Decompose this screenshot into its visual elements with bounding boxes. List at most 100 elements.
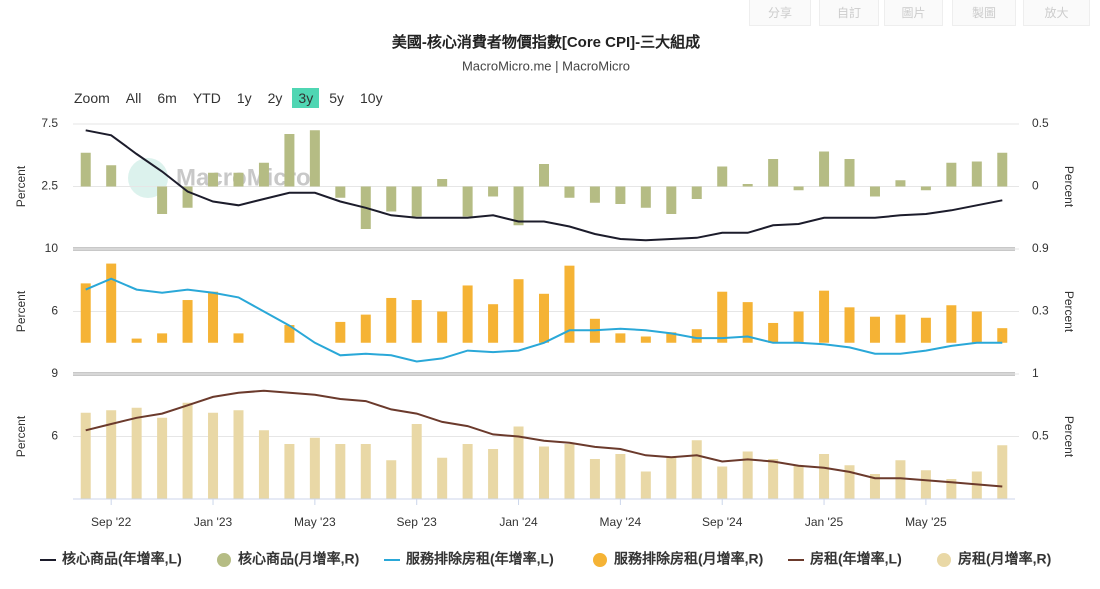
- bar: [691, 440, 702, 499]
- zoom-button[interactable]: 3y: [292, 88, 320, 108]
- bar: [360, 444, 371, 499]
- zoom-button[interactable]: 2y: [267, 90, 283, 106]
- bar: [895, 180, 906, 187]
- bar: [717, 291, 728, 343]
- bar: [539, 446, 549, 499]
- bar: [539, 164, 549, 187]
- zoom-button[interactable]: 1y: [236, 90, 252, 106]
- legend-symbol: [217, 553, 231, 567]
- y-tick-label: 7.5: [41, 116, 58, 130]
- bar: [284, 444, 295, 499]
- legend-item[interactable]: 房租(年增率,L): [788, 551, 902, 567]
- x-tick-label: Sep '22: [91, 515, 132, 529]
- toolbar-button[interactable]: 圖片: [884, 0, 943, 26]
- bar: [386, 186, 397, 212]
- bar: [793, 186, 804, 191]
- bar: [106, 165, 117, 187]
- bar: [437, 457, 448, 499]
- bar: [589, 459, 600, 499]
- zoom-button[interactable]: YTD: [192, 90, 221, 106]
- bar: [869, 474, 880, 499]
- y-tick-label: 10: [45, 241, 59, 255]
- bar: [742, 451, 753, 499]
- bar: [615, 186, 626, 204]
- bar: [182, 300, 193, 343]
- bar: [717, 466, 728, 499]
- bar: [106, 410, 117, 499]
- toolbar-button[interactable]: 製圖: [952, 0, 1016, 26]
- legend-item[interactable]: 房租(月增率,R): [937, 551, 1051, 567]
- zoom-label: Zoom: [74, 90, 110, 106]
- y2-axis-title: Percent: [1062, 166, 1076, 208]
- legend-label: 服務排除房租(月增率,R): [614, 551, 763, 567]
- bar: [208, 291, 219, 343]
- bar: [131, 407, 142, 499]
- bar: [411, 300, 422, 343]
- bar: [539, 293, 549, 343]
- legend-symbol: [937, 553, 951, 567]
- bar: [819, 151, 830, 187]
- bar: [462, 285, 473, 343]
- bar: [615, 454, 626, 499]
- bar: [819, 454, 830, 499]
- y2-tick-label: 0.3: [1032, 304, 1049, 318]
- bar: [589, 186, 600, 203]
- y2-tick-label: 0.5: [1032, 429, 1049, 443]
- toolbar-button[interactable]: 自訂: [819, 0, 879, 26]
- bar: [997, 328, 1008, 343]
- bar: [513, 186, 524, 226]
- x-tick-label: May '23: [294, 515, 336, 529]
- line: [85, 389, 1003, 488]
- toolbar-button[interactable]: 放大: [1023, 0, 1090, 26]
- zoom-button[interactable]: 10y: [360, 90, 383, 106]
- bar: [691, 186, 702, 199]
- bar: [997, 152, 1008, 187]
- bar: [895, 460, 906, 499]
- zoom-button[interactable]: All: [125, 90, 142, 106]
- bar: [335, 321, 346, 343]
- legend-item[interactable]: 核心商品(年增率,L): [40, 551, 182, 567]
- bar: [971, 161, 982, 187]
- toolbar-button[interactable]: 分享: [749, 0, 811, 26]
- legend-label: 核心商品(月增率,R): [238, 551, 359, 567]
- bar: [564, 265, 575, 343]
- zoom-button[interactable]: 6m: [157, 90, 177, 106]
- bar: [920, 186, 931, 191]
- bar: [564, 444, 575, 499]
- legend-item[interactable]: 核心商品(月增率,R): [217, 551, 359, 567]
- bar: [208, 172, 219, 187]
- bar: [895, 314, 906, 343]
- bar: [946, 162, 957, 187]
- y2-tick-label: 0: [1032, 179, 1039, 193]
- zoom-button[interactable]: 5y: [329, 90, 344, 106]
- bar: [793, 465, 804, 499]
- y2-axis-title: Percent: [1062, 416, 1076, 458]
- bar: [920, 470, 931, 499]
- bar: [309, 437, 320, 499]
- bar: [844, 307, 855, 343]
- bar: [284, 325, 295, 343]
- bar: [182, 402, 193, 499]
- bar: [80, 412, 91, 499]
- legend-label: 服務排除房租(年增率,L): [406, 551, 554, 567]
- bar: [666, 186, 677, 214]
- bar: [819, 290, 830, 343]
- y-tick-label: 2.5: [41, 179, 58, 193]
- bar: [411, 186, 422, 217]
- line: [85, 129, 1003, 242]
- x-tick-label: Jan '24: [499, 515, 538, 529]
- bar: [488, 449, 499, 499]
- bar: [258, 162, 269, 187]
- bar: [462, 186, 473, 217]
- bar: [869, 186, 880, 197]
- bar: [997, 445, 1008, 499]
- legend-item[interactable]: 服務排除房租(月增率,R): [593, 551, 763, 567]
- legend-item[interactable]: 服務排除房租(年增率,L): [384, 551, 554, 567]
- y2-axis-title: Percent: [1062, 291, 1076, 333]
- x-tick-label: Jan '25: [805, 515, 844, 529]
- y-tick-label: 6: [51, 429, 58, 443]
- y2-tick-label: 0.9: [1032, 241, 1049, 255]
- bar: [869, 316, 880, 343]
